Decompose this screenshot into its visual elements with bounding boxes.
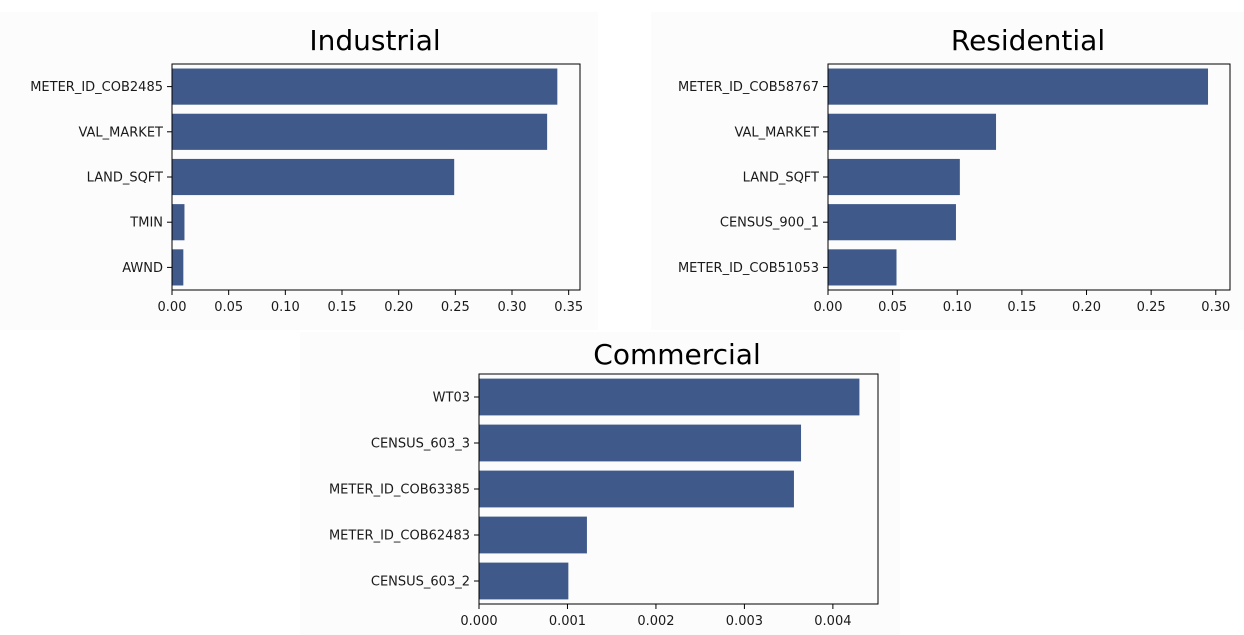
residential-xtick-label-4: 0.15 (1007, 300, 1036, 315)
residential-ytick-label-2: VAL_MARKET (734, 125, 819, 140)
industrial-ytick-label-1: METER_ID_COB2485 (30, 80, 163, 95)
commercial-bar-4 (479, 516, 587, 554)
residential-ytick-label-5: METER_ID_COB51053 (678, 261, 819, 276)
industrial-ytick-label-2: VAL_MARKET (78, 125, 163, 140)
residential-ytick-label-4: CENSUS_900_1 (720, 216, 819, 231)
residential-chart: Residential METER_ID_COB58767 VAL_MARKET LA… (678, 24, 1231, 315)
commercial-ytick-label-3: METER_ID_COB63385 (329, 483, 470, 498)
residential-bar-5 (828, 249, 897, 286)
commercial-chart: Commercial WT03 CENSUS_603_3 METER_ID_COB63… (329, 338, 879, 629)
residential-xtick-label-1: 0.00 (814, 300, 843, 315)
industrial-chart-title: Industrial (309, 24, 440, 57)
industrial-xtick-label-7: 0.30 (498, 300, 527, 315)
commercial-ytick-label-1: WT03 (433, 391, 470, 406)
residential-xtick-label-3: 0.10 (943, 300, 972, 315)
industrial-ytick-label-3: LAND_SQFT (87, 171, 163, 186)
commercial-ytick-label-5: CENSUS_603_2 (371, 575, 470, 590)
industrial-xtick-label-4: 0.15 (328, 300, 357, 315)
industrial-ytick-label-5: AWND (122, 261, 163, 276)
commercial-bar-1 (479, 378, 860, 416)
industrial-bar-4 (172, 204, 185, 241)
industrial-ytick-label-4: TMIN (129, 216, 163, 231)
commercial-plot-frame (478, 373, 879, 605)
commercial-ytick-label-4: METER_ID_COB62483 (329, 529, 470, 544)
commercial-xtick-label-2: 0.001 (549, 614, 586, 629)
commercial-bar-2 (479, 424, 802, 462)
residential-chart-title: Residential (951, 24, 1105, 57)
residential-xtick-label-7: 0.30 (1201, 300, 1230, 315)
residential-plot-frame (827, 63, 1231, 291)
industrial-plot-frame (171, 63, 581, 291)
residential-bar-3 (828, 158, 960, 196)
industrial-xtick-label-6: 0.25 (441, 300, 470, 315)
residential-xtick-label-6: 0.25 (1137, 300, 1166, 315)
residential-xtick-label-5: 0.20 (1072, 300, 1101, 315)
industrial-xtick-label-3: 0.10 (271, 300, 300, 315)
residential-ytick-label-1: METER_ID_COB58767 (678, 80, 819, 95)
industrial-bar-3 (172, 158, 455, 196)
industrial-chart: Industrial METER_ID_COB2485 VAL_MARKET LAND… (30, 24, 583, 315)
industrial-xtick-label-8: 0.35 (554, 300, 583, 315)
residential-bar-2 (828, 113, 997, 150)
residential-bar-1 (828, 68, 1209, 105)
commercial-bar-3 (479, 470, 794, 508)
industrial-bar-1 (172, 68, 558, 105)
industrial-bar-5 (172, 249, 184, 286)
commercial-bar-5 (479, 562, 569, 600)
commercial-xtick-label-4: 0.003 (726, 614, 763, 629)
commercial-ytick-label-2: CENSUS_603_3 (371, 437, 470, 452)
commercial-xtick-label-5: 0.004 (814, 614, 851, 629)
industrial-xtick-label-1: 0.00 (158, 300, 187, 315)
residential-ytick-label-3: LAND_SQFT (743, 171, 819, 186)
residential-xtick-label-2: 0.05 (878, 300, 907, 315)
commercial-xtick-label-3: 0.002 (637, 614, 674, 629)
commercial-chart-title: Commercial (593, 338, 760, 371)
industrial-xtick-label-5: 0.20 (384, 300, 413, 315)
industrial-bar-2 (172, 113, 548, 150)
commercial-xtick-label-1: 0.000 (460, 614, 497, 629)
residential-bar-4 (828, 204, 956, 241)
industrial-xtick-label-2: 0.05 (214, 300, 243, 315)
